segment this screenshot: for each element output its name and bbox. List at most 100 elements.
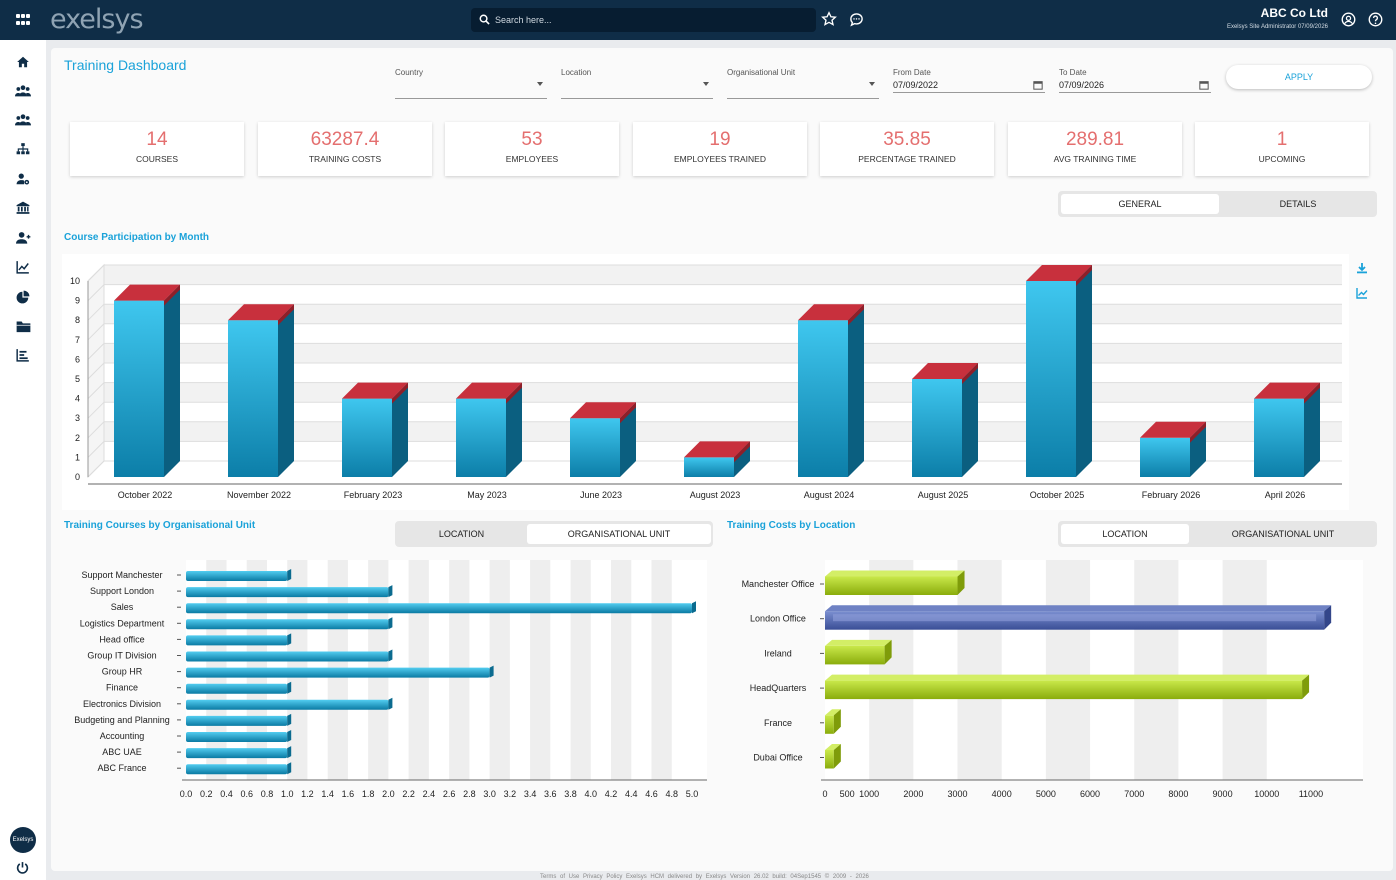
bar-cap — [456, 382, 522, 399]
star-icon[interactable] — [821, 11, 837, 27]
x-tick-label: 6000 — [1080, 789, 1100, 799]
grid-band — [530, 560, 551, 780]
from-date-value[interactable]: 07/09/2022 — [893, 80, 939, 90]
account-icon[interactable] — [1341, 12, 1356, 27]
tab-location[interactable]: LOCATION — [438, 529, 485, 539]
x-tick-label: October 2025 — [1030, 490, 1085, 500]
bank-icon[interactable] — [14, 199, 32, 217]
y-tick-label: 7 — [75, 335, 80, 345]
x-tick-label: May 2023 — [467, 490, 507, 500]
bar — [186, 619, 389, 630]
line-chart-icon[interactable] — [14, 258, 32, 276]
location-filter[interactable]: Location — [561, 66, 713, 99]
kpi-label: PERCENTAGE TRAINED — [858, 154, 956, 164]
y-tick-label: 9 — [75, 296, 80, 306]
x-tick-label: 2.6 — [443, 789, 456, 799]
download-icon[interactable] — [1356, 262, 1368, 274]
bar-side — [1076, 265, 1092, 477]
to-date-value[interactable]: 07/09/2026 — [1059, 80, 1105, 90]
power-icon[interactable] — [16, 861, 29, 874]
tab-details[interactable]: DETAILS — [1279, 199, 1317, 209]
view-toggle: GENERAL DETAILS — [1058, 191, 1377, 217]
avatar[interactable]: Exelsys — [10, 827, 36, 853]
home-icon[interactable] — [14, 53, 32, 71]
x-tick-label: 4.4 — [625, 789, 638, 799]
kpi-value: 1 — [1276, 129, 1288, 150]
app-grid-icon[interactable] — [16, 14, 30, 26]
x-tick-label: 2.8 — [463, 789, 476, 799]
person-add-icon[interactable] — [14, 229, 32, 247]
bar-end — [287, 569, 292, 581]
kpi-label: UPCOMING — [1258, 154, 1306, 164]
bar-cap — [114, 284, 180, 301]
x-tick-label: 10000 — [1254, 789, 1279, 799]
help-icon[interactable] — [1368, 12, 1383, 27]
y-tick-label: Finance — [106, 683, 138, 693]
x-tick-label: 3.4 — [524, 789, 537, 799]
tab-organisational-unit[interactable]: ORGANISATIONAL UNIT — [1231, 529, 1335, 539]
bar-top — [825, 605, 1332, 612]
bar-end — [287, 713, 292, 726]
kpi-label: EMPLOYEES TRAINED — [674, 154, 766, 164]
from-date-field[interactable]: From Date 07/09/2022 — [893, 66, 1045, 93]
app-logo[interactable]: exelsys — [50, 4, 144, 35]
kpi-value: 53 — [521, 129, 543, 150]
grid-band — [104, 265, 1342, 285]
chart-type-icon[interactable] — [1356, 287, 1368, 299]
gridline — [87, 284, 1342, 301]
x-tick-label: November 2022 — [227, 490, 291, 500]
bar — [186, 764, 288, 775]
bar-cap — [342, 382, 408, 399]
search-input[interactable] — [495, 8, 805, 32]
kpi-label: EMPLOYEES — [505, 154, 559, 164]
bar — [186, 667, 490, 678]
bar — [1254, 398, 1304, 477]
country-filter[interactable]: Country — [395, 66, 547, 99]
calendar-icon[interactable] — [1199, 80, 1209, 90]
x-tick-label: 0.8 — [261, 789, 274, 799]
people-group-2-icon[interactable] — [14, 111, 32, 129]
to-date-field[interactable]: To Date 07/09/2026 — [1059, 66, 1211, 93]
org-chart-icon[interactable] — [14, 140, 32, 158]
person-settings-icon[interactable] — [14, 170, 32, 188]
y-tick-label: 0 — [75, 472, 80, 482]
chat-icon[interactable] — [849, 12, 864, 27]
kpi-card-training-costs: 63287.4 TRAINING COSTS — [258, 122, 432, 176]
bar — [825, 576, 958, 595]
bar-cap — [912, 363, 978, 379]
bar-end — [287, 730, 292, 742]
bar — [186, 732, 288, 742]
search-box[interactable] — [471, 8, 816, 32]
tab-organisational-unit[interactable]: ORGANISATIONAL UNIT — [527, 524, 711, 544]
bar — [114, 300, 164, 477]
y-tick-label: 1 — [75, 452, 80, 462]
folder-icon[interactable] — [14, 317, 32, 335]
costs-chart-title: Training Costs by Location — [727, 520, 856, 531]
x-tick-label: February 2023 — [344, 490, 403, 500]
tab-general[interactable]: GENERAL — [1061, 194, 1219, 214]
calendar-icon[interactable] — [1033, 80, 1043, 90]
x-tick-label: 5000 — [1036, 789, 1056, 799]
pie-chart-icon[interactable] — [14, 288, 32, 306]
bar — [186, 699, 389, 710]
orgunit-chart: 0.0 0.2 0.4 0.6 0.8 1.0 1.2 1.4 1.6 1.8 2.0 2.2 2.4 2… — [74, 560, 707, 799]
country-label: Country — [395, 68, 424, 77]
kpi-value: 63287.4 — [310, 129, 380, 150]
bar-cap — [684, 441, 750, 458]
bar-top — [825, 709, 841, 716]
apply-button[interactable]: APPLY — [1226, 65, 1372, 89]
x-tick-label: 3.8 — [564, 789, 577, 799]
bar-top — [825, 639, 892, 646]
kpi-label: AVG TRAINING TIME — [1053, 154, 1137, 164]
y-tick-label: ABC UAE — [102, 747, 142, 757]
org-unit-filter[interactable]: Organisational Unit — [727, 66, 879, 99]
bar-list-icon[interactable] — [14, 346, 32, 364]
bar — [186, 715, 288, 726]
people-group-icon[interactable] — [14, 82, 32, 100]
y-tick-label: 8 — [75, 315, 80, 325]
tab-location[interactable]: LOCATION — [1061, 524, 1189, 544]
x-tick-label: October 2022 — [118, 490, 173, 500]
y-tick-label: 5 — [75, 374, 80, 384]
x-tick-label: August 2023 — [690, 490, 741, 500]
y-tick-label: Group HR — [102, 667, 143, 677]
